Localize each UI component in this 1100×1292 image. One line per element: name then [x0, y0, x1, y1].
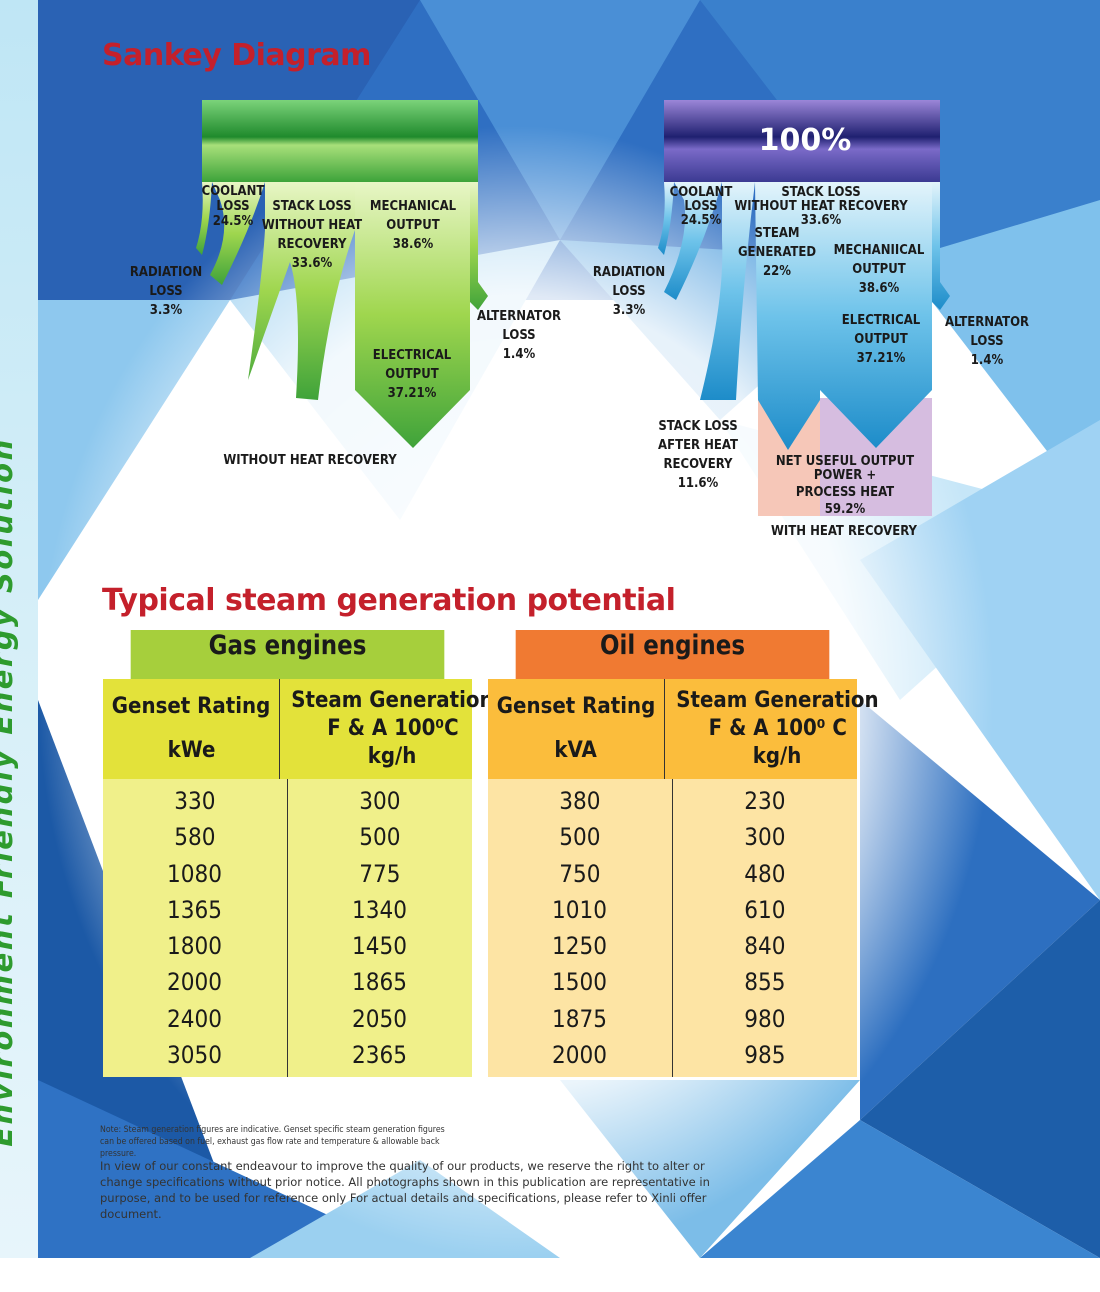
oil-col-steam-generation: Steam Generation F & A 100⁰ C kg/h — [676, 688, 879, 769]
sankey-left-stack-flow — [248, 182, 355, 400]
table-cell: 2400 — [167, 1004, 223, 1033]
table-cell: 2050 — [352, 1004, 408, 1033]
sankey-right-electrical-flow — [820, 182, 932, 448]
oil-engines-table: Oil engines Genset Rating kVA Steam Gene… — [488, 630, 879, 1077]
sankey-right: 100% COOLANT LOSS 24.5% STACK LOSS WITHOUT … — [593, 100, 1029, 539]
oil-table-body: 380 500 750 1010 1250 1500 1875 2000 230 300 480 6… — [488, 779, 857, 1077]
oil-table-column-headers: Genset Rating kVA Steam Generation F & A… — [488, 679, 879, 779]
table-cell: 330 — [174, 787, 216, 816]
gas-engines-table: Gas engines Genset Rating kWe Steam Gene… — [103, 630, 494, 1077]
sankey-left-input-bar — [202, 100, 478, 182]
table-cell: 480 — [744, 859, 786, 888]
sankey-left-radiation-flow — [196, 182, 212, 255]
table-cell: 1250 — [552, 932, 608, 961]
sankey-right-steam-flow — [755, 182, 820, 450]
table-cell: 580 — [174, 823, 216, 852]
sankey-left-electrical-flow — [355, 182, 470, 448]
table-cell: 985 — [744, 1040, 786, 1069]
table-cell: 1875 — [552, 1004, 608, 1033]
sankey-left-alternator-flow — [470, 182, 488, 310]
table-cell: 2365 — [352, 1040, 408, 1069]
table-cell: 1080 — [167, 859, 223, 888]
gas-steam-column: 300 500 775 1340 1450 1865 2050 2365 — [288, 779, 472, 1077]
sankey-left: COOLANT LOSS 24.5% STACK LOSS WITHOUT HEAT R… — [130, 100, 561, 468]
table-cell: 1010 — [552, 895, 608, 924]
steam-section-title: Typical steam generation potential — [102, 583, 676, 618]
sankey-right-stack-after-flow — [700, 182, 755, 400]
table-cell: 3050 — [167, 1040, 223, 1069]
gas-table-heading: Gas engines — [130, 630, 445, 679]
sankey-right-radiation-flow — [658, 182, 674, 255]
table-cell: 500 — [559, 823, 601, 852]
gas-table-column-headers: Genset Rating kWe Steam Generation F & A… — [103, 679, 494, 779]
table-cell: 300 — [744, 823, 786, 852]
table-cell: 1340 — [352, 895, 408, 924]
oil-col-genset-rating: Genset Rating kVA — [488, 679, 666, 779]
sankey-left-caption: WITHOUT HEAT RECOVERY — [223, 453, 397, 468]
table-cell: 840 — [744, 932, 786, 961]
table-cell: 775 — [359, 859, 401, 888]
table-cell: 1500 — [552, 968, 608, 997]
sidebar-strip — [0, 0, 38, 1258]
table-cell: 300 — [359, 787, 401, 816]
table-cell: 380 — [559, 787, 601, 816]
gas-col-genset-rating: Genset Rating kWe — [103, 679, 281, 779]
table-cell: 980 — [744, 1004, 786, 1033]
sankey-left-coolant-flow — [210, 182, 265, 285]
sankey-diagrams: COOLANT LOSS 24.5% STACK LOSS WITHOUT HEAT R… — [130, 100, 1029, 539]
table-cell: 2000 — [552, 1040, 608, 1069]
sankey-right-alternator-flow — [932, 182, 950, 310]
table-cell: 1865 — [352, 968, 408, 997]
oil-steam-column: 230 300 480 610 840 855 980 985 — [673, 779, 857, 1077]
gas-col-steam-generation: Steam Generation F & A 100⁰C kg/h — [291, 688, 494, 769]
gas-ratings-column: 330 580 1080 1365 1800 2000 2400 3050 — [103, 779, 288, 1077]
oil-ratings-column: 380 500 750 1010 1250 1500 1875 2000 — [488, 779, 673, 1077]
table-cell: 2000 — [167, 968, 223, 997]
table-cell: 750 — [559, 859, 601, 888]
sankey-right-input-bar — [664, 100, 940, 182]
table-cell: 230 — [744, 787, 786, 816]
sankey-right-coolant-flow — [664, 182, 722, 300]
table-cell: 1450 — [352, 932, 408, 961]
sankey-title: Sankey Diagram — [102, 38, 371, 73]
oil-table-heading: Oil engines — [515, 630, 830, 679]
sankey-right-total: 100% — [759, 123, 852, 158]
note-text: Note: Steam generation figures are indic… — [100, 1125, 445, 1159]
sankey-right-caption: WITH HEAT RECOVERY — [771, 524, 917, 539]
table-cell: 500 — [359, 823, 401, 852]
disclaimer-text: In view of our constant endeavour to imp… — [100, 1159, 710, 1221]
table-cell: 855 — [744, 968, 786, 997]
table-cell: 1365 — [167, 895, 223, 924]
table-cell: 1800 — [167, 932, 223, 961]
gas-table-body: 330 580 1080 1365 1800 2000 2400 3050 300 500 775… — [103, 779, 472, 1077]
table-cell: 610 — [744, 895, 786, 924]
